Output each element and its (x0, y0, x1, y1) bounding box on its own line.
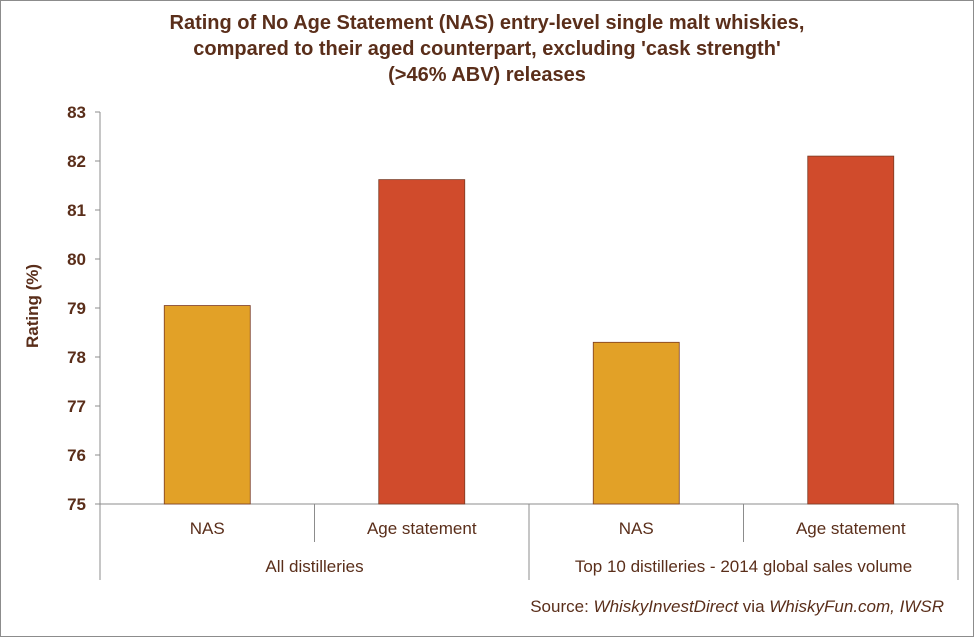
chart-title-line-3: (>46% ABV) releases (388, 64, 586, 86)
bar (592, 341, 680, 505)
y-tick-label: 79 (67, 299, 86, 318)
bar (807, 155, 895, 505)
x-group-label: Top 10 distilleries - 2014 global sales … (575, 557, 912, 576)
y-tick-label: 82 (67, 152, 86, 171)
y-tick-label: 75 (67, 495, 86, 514)
source-part-1: WhiskyInvestDirect (593, 597, 739, 616)
y-tick-label: 77 (67, 397, 86, 416)
bar (163, 305, 251, 505)
x-category-label: NAS (190, 519, 225, 538)
y-tick-label: 78 (67, 348, 86, 367)
source-note: Source: WhiskyInvestDirect via WhiskyFun… (530, 597, 944, 617)
x-category-label: Age statement (796, 519, 906, 538)
x-group-label: All distilleries (265, 557, 363, 576)
source-part-2: WhiskyFun.com, IWSR (769, 597, 944, 616)
y-tick-label: 80 (67, 250, 86, 269)
source-prefix: Source: (530, 597, 594, 616)
chart-title-line-1: Rating of No Age Statement (NAS) entry-l… (169, 12, 805, 34)
y-tick-label: 81 (67, 201, 86, 220)
x-category-label: Age statement (367, 519, 477, 538)
y-tick-label: 83 (67, 103, 86, 122)
chart-title: Rating of No Age Statement (NAS) entry-l… (0, 10, 974, 88)
x-category-label: NAS (619, 519, 654, 538)
y-tick-label: 76 (67, 446, 86, 465)
source-via: via (738, 597, 770, 616)
chart-title-line-2: compared to their aged counterpart, excl… (193, 38, 781, 60)
bar (378, 179, 466, 505)
